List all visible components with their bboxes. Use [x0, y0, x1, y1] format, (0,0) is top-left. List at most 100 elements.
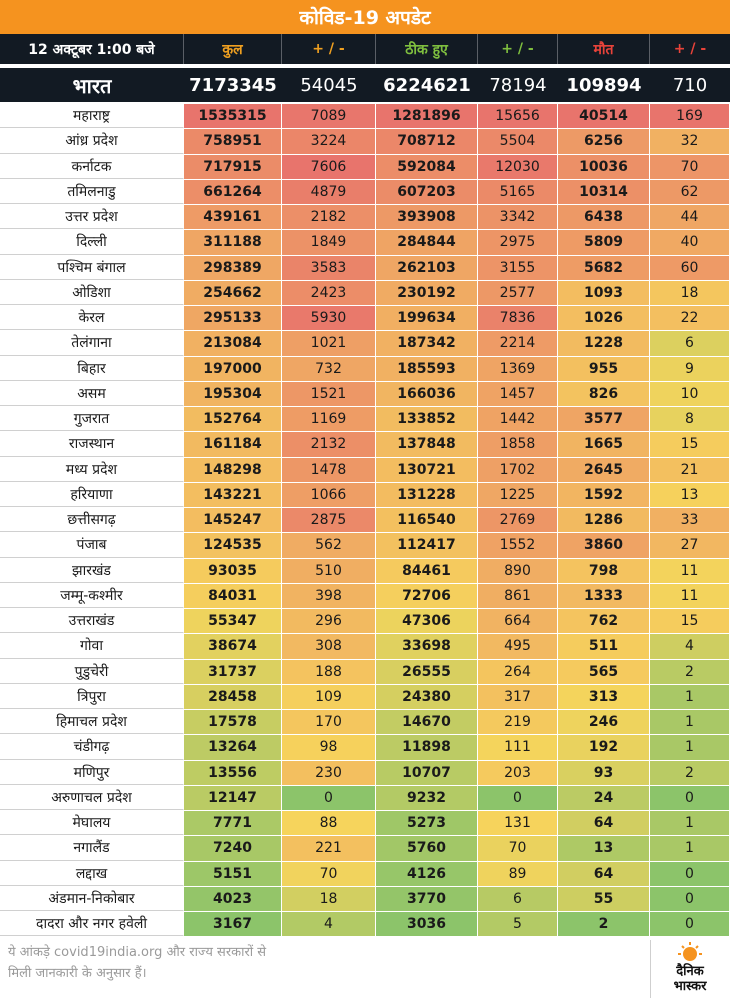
india-total: 7173345	[189, 74, 277, 96]
state-total-change: 109	[282, 684, 376, 709]
state-total: 3167	[184, 912, 282, 937]
state-deaths-change: 70	[650, 154, 730, 179]
state-recovered: 3036	[376, 912, 478, 937]
recovered-change-header: + / -	[478, 34, 558, 64]
state-recovered-change: 5165	[478, 179, 558, 204]
source-note: ये आंकड़े covid19india.org और राज्य सरका…	[8, 942, 348, 984]
state-deaths: 565	[558, 659, 650, 684]
table-row: झारखंड 93035 510 84461 890 798 11	[0, 558, 730, 584]
state-recovered: 47306	[376, 609, 478, 634]
state-deaths: 3860	[558, 533, 650, 558]
state-recovered: 14670	[376, 710, 478, 735]
state-recovered-change: 1442	[478, 407, 558, 432]
table-row: त्रिपुरा 28458 109 24380 317 313 1	[0, 684, 730, 710]
source-note-line-2: मिली जानकारी के अनुसार हैं।	[8, 966, 147, 981]
table-row: उत्तर प्रदेश 439161 2182 393908 3342 6438 44	[0, 205, 730, 231]
table-row: नगालैंड 7240 221 5760 70 13 1	[0, 836, 730, 862]
table-row: हरियाणा 143221 1066 131228 1225 1592 13	[0, 482, 730, 508]
table-row: जम्मू-कश्मीर 84031 398 72706 861 1333 11	[0, 583, 730, 609]
india-total-change: 54045	[300, 74, 358, 96]
state-total: 55347	[184, 609, 282, 634]
state-name: चंडीगढ़	[0, 735, 184, 760]
state-recovered-change: 6	[478, 886, 558, 911]
table-row: मेघालय 7771 88 5273 131 64 1	[0, 811, 730, 837]
state-deaths-change: 15	[650, 609, 730, 634]
state-total-change: 398	[282, 583, 376, 608]
state-recovered-change: 2769	[478, 508, 558, 533]
state-deaths-change: 18	[650, 280, 730, 305]
state-deaths: 40514	[558, 104, 650, 129]
state-total: 298389	[184, 255, 282, 280]
state-name: मणिपुर	[0, 760, 184, 785]
state-name: उत्तर प्रदेश	[0, 205, 184, 230]
state-total: 717915	[184, 154, 282, 179]
table-row: अरुणाचल प्रदेश 12147 0 9232 0 24 0	[0, 785, 730, 811]
footer-divider	[650, 940, 651, 998]
state-total: 5151	[184, 861, 282, 886]
state-total-change: 0	[282, 785, 376, 810]
state-recovered-change: 317	[478, 684, 558, 709]
state-recovered: 185593	[376, 356, 478, 381]
state-recovered: 607203	[376, 179, 478, 204]
state-total: 1535315	[184, 104, 282, 129]
state-recovered-change: 664	[478, 609, 558, 634]
state-recovered: 166036	[376, 381, 478, 406]
state-recovered-change: 2975	[478, 230, 558, 255]
sun-icon	[678, 942, 702, 961]
state-recovered: 187342	[376, 331, 478, 356]
state-recovered: 3770	[376, 886, 478, 911]
table-row: तमिलनाडु 661264 4879 607203 5165 10314 62	[0, 179, 730, 205]
state-recovered: 9232	[376, 785, 478, 810]
state-total: 195304	[184, 381, 282, 406]
state-name: गुजरात	[0, 407, 184, 432]
state-total-change: 98	[282, 735, 376, 760]
state-recovered-change: 264	[478, 659, 558, 684]
india-name: भारत	[72, 73, 112, 98]
state-recovered-change: 3342	[478, 205, 558, 230]
state-recovered-change: 203	[478, 760, 558, 785]
state-total: 311188	[184, 230, 282, 255]
state-total-change: 4	[282, 912, 376, 937]
table-row: राजस्थान 161184 2132 137848 1858 1665 15	[0, 432, 730, 458]
state-total: 13556	[184, 760, 282, 785]
state-recovered-change: 495	[478, 634, 558, 659]
state-name: पुडुचेरी	[0, 659, 184, 684]
state-name: पश्चिम बंगाल	[0, 255, 184, 280]
state-name: मेघालय	[0, 811, 184, 836]
state-recovered: 5273	[376, 811, 478, 836]
state-name: उत्तराखंड	[0, 609, 184, 634]
state-total-change: 296	[282, 609, 376, 634]
state-recovered-change: 15656	[478, 104, 558, 129]
state-recovered: 116540	[376, 508, 478, 533]
state-deaths: 246	[558, 710, 650, 735]
state-recovered: 284844	[376, 230, 478, 255]
state-total-change: 510	[282, 558, 376, 583]
table-row: दिल्ली 311188 1849 284844 2975 5809 40	[0, 230, 730, 256]
state-recovered: 10707	[376, 760, 478, 785]
state-name: जम्मू-कश्मीर	[0, 583, 184, 608]
state-deaths: 1592	[558, 482, 650, 507]
state-deaths: 3577	[558, 407, 650, 432]
state-deaths-change: 44	[650, 205, 730, 230]
state-deaths: 192	[558, 735, 650, 760]
state-total: 31737	[184, 659, 282, 684]
table-row: आंध्र प्रदेश 758951 3224 708712 5504 6256 32	[0, 129, 730, 155]
table-row: कर्नाटक 717915 7606 592084 12030 10036 70	[0, 154, 730, 180]
state-total: 13264	[184, 735, 282, 760]
table-row: पश्चिम बंगाल 298389 3583 262103 3155 5682 60	[0, 255, 730, 281]
state-total: 143221	[184, 482, 282, 507]
state-total-change: 4879	[282, 179, 376, 204]
state-total-change: 2182	[282, 205, 376, 230]
state-name: राजस्थान	[0, 432, 184, 457]
state-total-change: 1521	[282, 381, 376, 406]
table-row: बिहार 197000 732 185593 1369 955 9	[0, 356, 730, 382]
state-recovered: 230192	[376, 280, 478, 305]
india-recovered: 6224621	[383, 74, 471, 96]
state-deaths: 1228	[558, 331, 650, 356]
state-total: 124535	[184, 533, 282, 558]
state-deaths: 64	[558, 811, 650, 836]
state-deaths: 55	[558, 886, 650, 911]
state-deaths: 93	[558, 760, 650, 785]
page-title: कोविड-19 अपडेट	[0, 0, 730, 34]
state-total: 439161	[184, 205, 282, 230]
